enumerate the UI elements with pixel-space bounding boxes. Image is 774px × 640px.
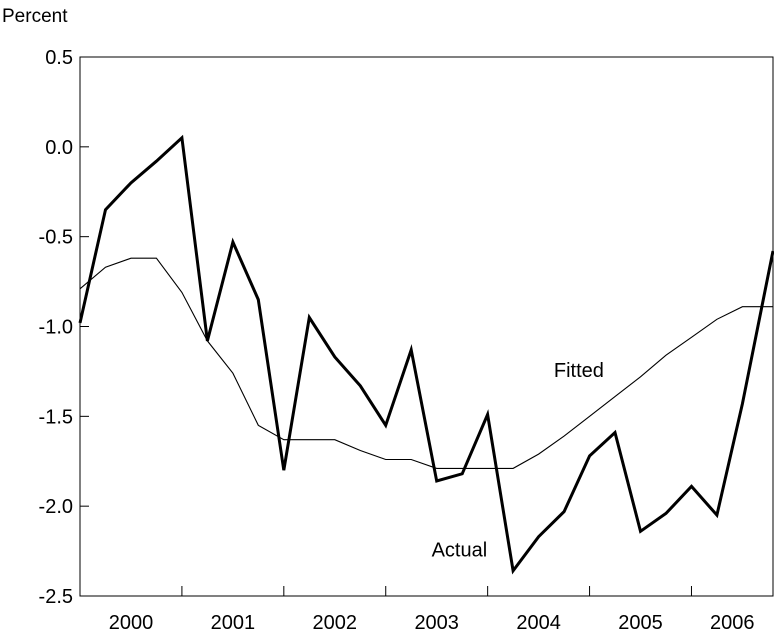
y-tick-label: 0.5	[45, 47, 73, 69]
plot-area-frame	[79, 56, 774, 597]
x-axis: 2000 2001 2002 2003 2004 2005 2006	[109, 586, 755, 634]
series-labels: Actual Fitted	[432, 360, 604, 562]
y-tick-label: 0.0	[45, 137, 73, 159]
series-line-actual	[78, 134, 774, 575]
x-tick-label: 2003	[414, 612, 459, 634]
y-axis-title: Percent	[2, 6, 68, 27]
y-tick-label: -1.5	[39, 406, 73, 428]
series-label-fitted: Fitted	[554, 360, 604, 382]
x-tick-label: 2004	[516, 612, 561, 634]
series-layer	[78, 134, 774, 575]
series-label-actual: Actual	[432, 539, 488, 561]
y-tick-label: -0.5	[39, 227, 73, 249]
y-tick-label: -1.0	[39, 317, 73, 339]
x-tick-label: 2005	[618, 612, 663, 634]
y-tick-label: -2.0	[39, 496, 73, 518]
x-tick-label: 2000	[109, 612, 154, 634]
y-tick-label: -2.5	[39, 586, 73, 608]
x-tick-label: 2001	[211, 612, 256, 634]
y-axis: 0.5 0.0 -0.5 -1.0 -1.5 -2.0 -2.5	[39, 47, 89, 608]
series-line-fitted	[79, 257, 773, 469]
x-tick-label: 2006	[710, 612, 755, 634]
x-tick-label: 2002	[313, 612, 358, 634]
